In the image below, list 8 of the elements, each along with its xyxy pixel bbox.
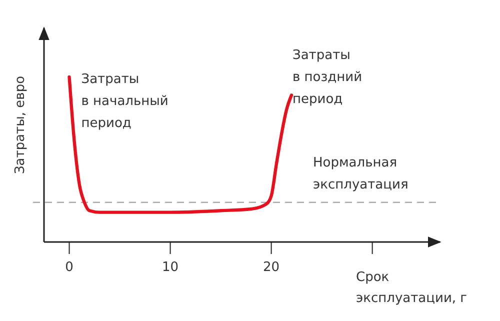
- x-tick-label: 10: [162, 260, 179, 276]
- x-axis-title: Срок эксплуатации, г: [356, 270, 468, 306]
- annotation: Затраты в поздний период: [292, 48, 362, 108]
- y-axis-title: Затраты, евро: [13, 76, 28, 174]
- ref-line-label: Нормальная эксплуатация: [313, 155, 408, 192]
- annotation: Затраты в начальный период: [81, 72, 168, 131]
- x-tick-label: 20: [263, 260, 280, 276]
- x-tick-label: 0: [65, 260, 74, 276]
